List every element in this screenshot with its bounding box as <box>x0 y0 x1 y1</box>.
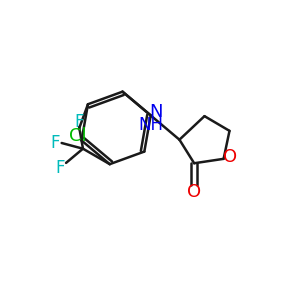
Text: F: F <box>74 113 84 131</box>
Text: O: O <box>187 183 201 201</box>
Text: NH: NH <box>139 116 164 134</box>
Text: F: F <box>56 159 65 177</box>
Text: O: O <box>223 148 237 166</box>
Text: N: N <box>149 103 163 121</box>
Text: Cl: Cl <box>69 127 86 145</box>
Text: F: F <box>50 134 60 152</box>
